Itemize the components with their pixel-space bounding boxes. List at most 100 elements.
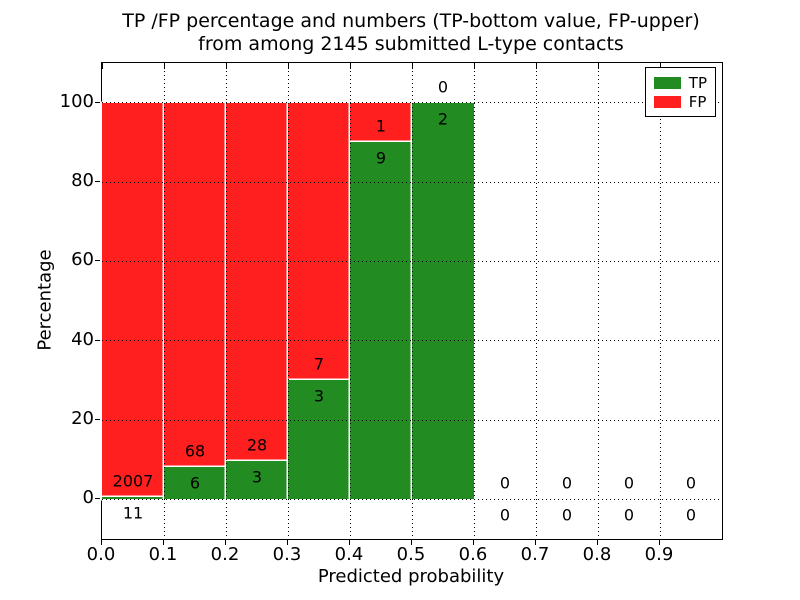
x-tick-top-9 [660, 63, 661, 69]
x-tick-label-0.7: 0.7 [520, 544, 550, 565]
tp-bar-segment-3 [288, 380, 350, 500]
chart-title-line1: TP /FP percentage and numbers (TP-bottom… [122, 10, 700, 32]
gridline-x-0.5 [411, 63, 413, 539]
x-tick-top-2 [226, 63, 227, 69]
fp-count-label-5: 0 [437, 77, 449, 97]
gridline-y-20 [102, 419, 722, 421]
gridline-y-0 [102, 498, 722, 500]
fp-bar-segment-0 [102, 102, 164, 498]
x-tick-top-0 [102, 63, 103, 69]
y-tick-left-0 [95, 498, 100, 500]
fp-count-label-3: 7 [313, 354, 325, 374]
y-tick-left-5 [95, 101, 100, 103]
x-tick-bottom-9 [659, 540, 660, 545]
tp-bar-segment-5 [412, 102, 474, 500]
fp-bar-segment-4 [350, 102, 412, 143]
tp-bar-segment-0 [102, 497, 164, 500]
x-tick-bottom-8 [597, 540, 598, 545]
gridline-y-40 [102, 340, 722, 342]
x-tick-bottom-7 [535, 540, 536, 545]
x-tick-label-0.6: 0.6 [458, 544, 488, 565]
y-tick-label-0: 0 [82, 487, 94, 509]
legend-item-tp: TP [653, 73, 707, 92]
y-tick-label-20: 20 [71, 408, 94, 429]
x-tick-label-0.9: 0.9 [644, 544, 674, 565]
x-tick-label-0.3: 0.3 [272, 544, 302, 565]
x-tick-bottom-3 [287, 540, 288, 545]
x-tick-top-5 [412, 63, 413, 69]
x-axis-label: Predicted probability [317, 566, 505, 587]
fp-legend-swatch [653, 95, 681, 108]
tp-count-label-2: 3 [251, 467, 263, 487]
tp-count-label-7: 0 [561, 505, 573, 525]
y-tick-left-4 [95, 181, 100, 182]
tp-bar-segment-1 [164, 467, 226, 500]
tp-bar-segment-4 [350, 142, 412, 500]
y-tick-left-1 [95, 419, 100, 420]
tp-legend-label: TP [688, 73, 707, 92]
gridline-x-0.2 [225, 63, 227, 539]
tp-count-label-8: 0 [623, 505, 635, 525]
y-tick-label-100: 100 [59, 90, 94, 112]
x-tick-label-0.8: 0.8 [582, 544, 612, 565]
tp-count-label-4: 9 [375, 148, 387, 168]
tp-bar-segment-2 [226, 460, 288, 500]
plot-area: TP FP 2007 11 68 6 28 3 7 3 1 9 0 2 0 0 0 0 0 0 0 0 [101, 62, 723, 540]
chart-title-line2: from among 2145 submitted L-type contact… [198, 33, 624, 55]
x-tick-top-6 [474, 63, 475, 69]
fp-count-label-6: 0 [499, 473, 511, 493]
legend: TP FP [644, 67, 716, 117]
gridline-x-0.6 [473, 63, 475, 539]
tp-legend-swatch [653, 76, 681, 89]
y-tick-label-60: 60 [71, 249, 94, 271]
fp-count-label-0: 2007 [112, 471, 154, 491]
x-tick-label-0.5: 0.5 [396, 544, 426, 565]
gridline-x-0.9 [659, 63, 661, 539]
gridline-x-0.4 [349, 63, 351, 539]
tp-count-label-5: 2 [437, 109, 449, 129]
fp-legend-label: FP [688, 92, 707, 111]
x-tick-label-0.1: 0.1 [148, 544, 178, 565]
x-tick-bottom-1 [163, 540, 164, 545]
x-tick-label-0.0: 0.0 [86, 544, 116, 565]
fp-count-label-1: 68 [184, 441, 206, 461]
chart-title: TP /FP percentage and numbers (TP-bottom… [101, 10, 721, 56]
legend-item-fp: FP [653, 92, 707, 111]
gridline-y-80 [102, 181, 722, 183]
y-tick-label-80: 80 [71, 170, 94, 191]
gridline-x-0.1 [163, 63, 165, 539]
tp-count-label-1: 6 [189, 473, 201, 493]
x-tick-bottom-5 [411, 540, 412, 545]
x-tick-top-8 [598, 63, 599, 69]
gridline-x-0.3 [287, 63, 289, 539]
y-tick-left-3 [95, 260, 100, 262]
fp-bar-segment-2 [226, 102, 288, 461]
x-tick-top-3 [288, 63, 289, 69]
fp-count-label-9: 0 [685, 473, 697, 493]
gridline-x-0.8 [597, 63, 599, 539]
tp-count-label-9: 0 [685, 505, 697, 525]
fp-bar-segment-3 [288, 102, 350, 381]
fp-count-label-4: 1 [375, 116, 387, 136]
gridline-x-0.7 [535, 63, 537, 539]
fp-count-label-2: 28 [246, 435, 268, 455]
x-tick-bottom-4 [349, 540, 350, 545]
x-tick-top-7 [536, 63, 537, 69]
x-tick-top-1 [164, 63, 165, 69]
x-tick-bottom-2 [225, 540, 226, 545]
gridline-y-100 [102, 102, 722, 104]
y-tick-label-40: 40 [71, 328, 94, 350]
x-tick-bottom-0 [101, 540, 102, 545]
x-tick-top-4 [350, 63, 351, 69]
y-tick-left-2 [95, 339, 100, 341]
x-tick-label-0.2: 0.2 [210, 544, 240, 565]
fp-count-label-8: 0 [623, 473, 635, 493]
x-tick-label-0.4: 0.4 [334, 544, 364, 565]
gridline-y-60 [102, 260, 722, 262]
fp-bar-segment-1 [164, 102, 226, 468]
tp-count-label-6: 0 [499, 505, 511, 525]
tp-count-label-0: 11 [122, 503, 144, 523]
x-tick-bottom-6 [473, 540, 474, 545]
fp-count-label-7: 0 [561, 473, 573, 493]
